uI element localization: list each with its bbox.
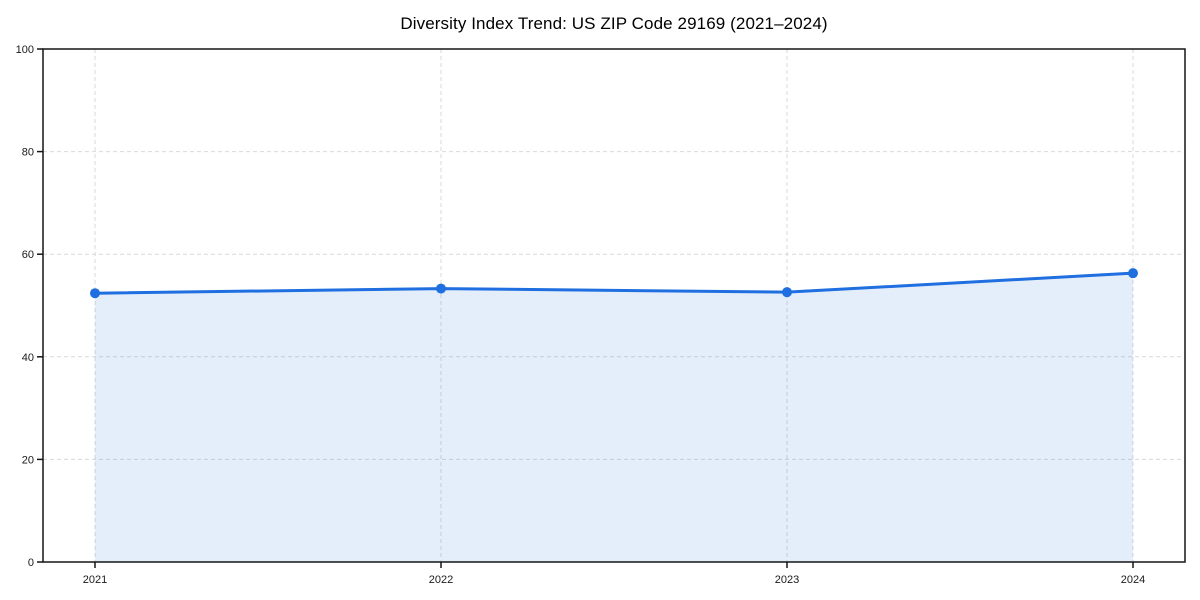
x-tick-label: 2021 bbox=[83, 574, 107, 586]
trend-line bbox=[93, 271, 1135, 295]
y-tick-label: 40 bbox=[22, 352, 34, 364]
data-point-2024 bbox=[1128, 268, 1138, 279]
y-tick-label: 0 bbox=[28, 557, 34, 569]
chart-title: Diversity Index Trend: US ZIP Code 29169… bbox=[400, 14, 828, 33]
area-fill bbox=[95, 273, 1133, 562]
x-tick-label: 2023 bbox=[775, 574, 799, 586]
x-tick-label: 2024 bbox=[1121, 574, 1145, 586]
y-tick-label: 80 bbox=[22, 147, 34, 159]
data-point-2021 bbox=[90, 288, 100, 299]
data-point-2023 bbox=[782, 287, 792, 298]
x-tick-label: 2022 bbox=[429, 574, 453, 586]
y-tick-label: 20 bbox=[22, 454, 34, 466]
y-tick-label: 100 bbox=[16, 44, 34, 56]
y-tick-label: 60 bbox=[22, 249, 34, 261]
data-point-2022 bbox=[436, 283, 446, 294]
plot-border bbox=[42, 48, 1186, 563]
